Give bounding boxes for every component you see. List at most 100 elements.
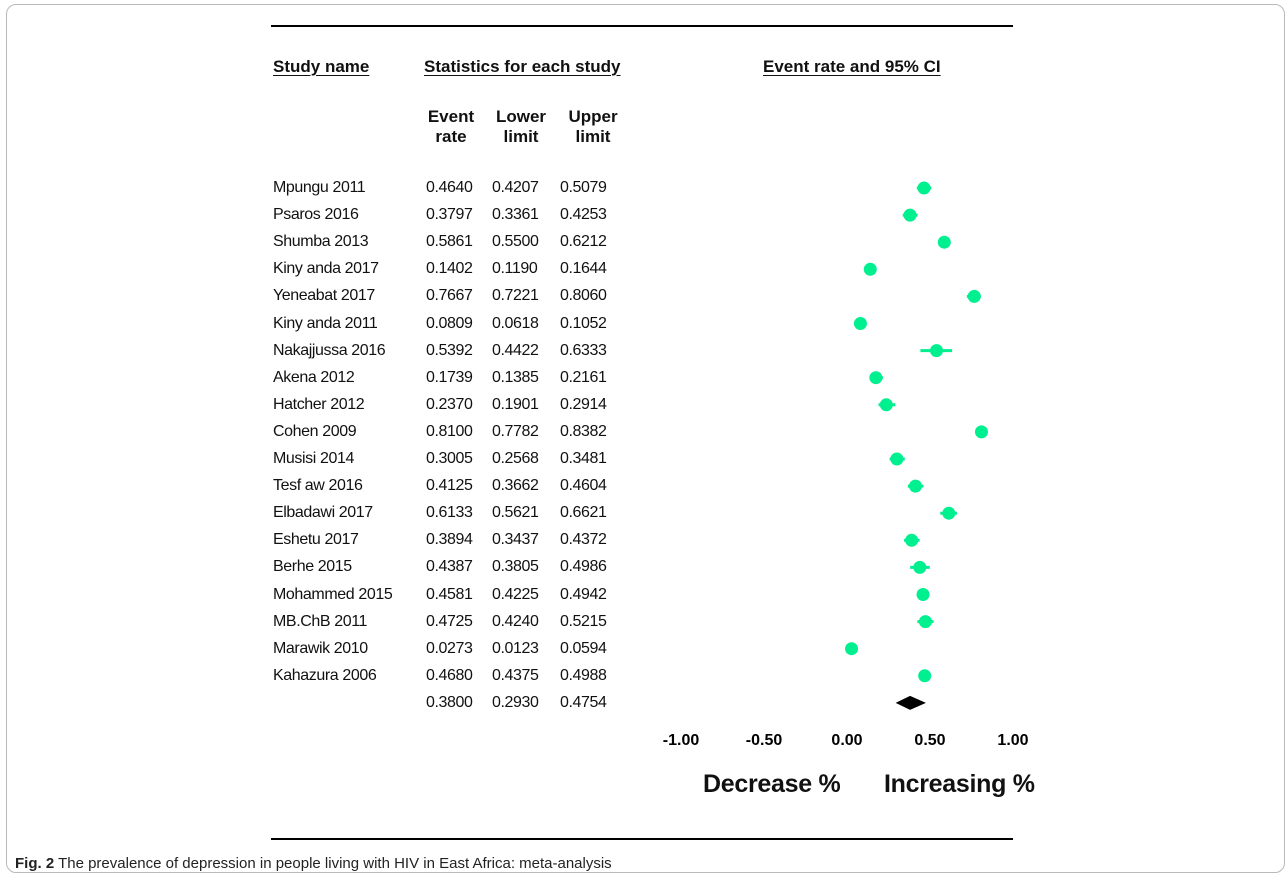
table-row: Kiny anda 2017 0.1402 0.1190 0.1644 <box>0 256 1287 282</box>
study-name: Kahazura 2006 <box>273 666 377 684</box>
event-rate-column-header: Event rate <box>411 107 491 147</box>
summary-row: 0.3800 0.2930 0.4754 <box>0 690 1287 716</box>
point-estimate-marker <box>918 615 932 629</box>
upper-limit-value: 0.8382 <box>560 422 607 440</box>
upper-limit-column-header: Upper limit <box>553 107 633 147</box>
upper-limit-value: 0.1052 <box>560 314 607 332</box>
upper-limit-value: 0.4372 <box>560 531 607 549</box>
upper-limit-value: 0.4986 <box>560 558 607 576</box>
event-rate-value: 0.3894 <box>426 531 473 549</box>
lower-limit-value: 0.0618 <box>492 314 539 332</box>
summary-diamond <box>895 695 926 710</box>
upper-limit-value: 0.2161 <box>560 368 607 386</box>
x-tick-label: 0.00 <box>831 732 862 749</box>
lower-limit-value: 0.4422 <box>492 341 539 359</box>
table-row: Yeneabat 2017 0.7667 0.7221 0.8060 <box>0 283 1287 309</box>
lower-limit-column-header: Lower limit <box>481 107 561 147</box>
upper-limit-header-line2: limit <box>575 127 611 146</box>
study-name: Yeneabat 2017 <box>273 287 375 305</box>
point-estimate-marker <box>863 262 877 276</box>
point-estimate-marker <box>913 560 927 574</box>
event-rate-header-line2: rate <box>435 127 467 146</box>
table-row: Musisi 2014 0.3005 0.2568 0.3481 <box>0 446 1287 472</box>
lower-limit-value: 0.1901 <box>492 395 539 413</box>
study-name: Akena 2012 <box>273 368 355 386</box>
point-estimate-marker <box>903 208 917 222</box>
upper-limit-value: 0.4988 <box>560 666 607 684</box>
lower-limit-value: 0.7221 <box>492 287 539 305</box>
point-estimate-marker <box>937 235 951 249</box>
study-name-header: Study name <box>273 57 370 76</box>
upper-limit-value: 0.1644 <box>560 260 607 278</box>
upper-limit-value: 0.4253 <box>560 206 607 224</box>
point-estimate-marker <box>879 398 893 412</box>
table-row: Marawik 2010 0.0273 0.0123 0.0594 <box>0 636 1287 662</box>
upper-limit-value: 0.0594 <box>560 639 607 657</box>
caption-label: Fig. 2 <box>15 855 55 872</box>
point-estimate-marker <box>974 425 988 439</box>
event-rate-ci-header: Event rate and 95% CI <box>763 57 941 76</box>
event-rate-value: 0.7667 <box>426 287 473 305</box>
event-rate-value: 0.5861 <box>426 233 473 251</box>
lower-limit-value: 0.2930 <box>492 693 539 711</box>
point-estimate-marker <box>930 344 944 358</box>
point-estimate-marker <box>845 642 859 656</box>
upper-limit-value: 0.6212 <box>560 233 607 251</box>
x-tick-label: -0.50 <box>746 732 783 749</box>
x-tick-label: -1.00 <box>663 732 700 749</box>
table-row: Cohen 2009 0.8100 0.7782 0.8382 <box>0 419 1287 445</box>
study-name: Mpungu 2011 <box>273 179 366 196</box>
study-name: Kiny anda 2011 <box>273 314 378 332</box>
figure-frame <box>6 4 1285 873</box>
event-rate-value: 0.0273 <box>426 639 473 657</box>
lower-limit-value: 0.3805 <box>492 558 539 576</box>
table-row: Mohammed 2015 0.4581 0.4225 0.4942 <box>0 582 1287 608</box>
study-name: Eshetu 2017 <box>273 531 359 549</box>
lower-limit-value: 0.5621 <box>492 504 539 522</box>
event-rate-value: 0.4680 <box>426 666 473 684</box>
lower-limit-header-line2: limit <box>503 127 539 146</box>
x-tick-label: 1.00 <box>997 732 1028 749</box>
upper-limit-value: 0.4942 <box>560 585 607 603</box>
event-rate-value: 0.3800 <box>426 693 473 711</box>
study-name: Kiny anda 2017 <box>273 260 379 278</box>
statistics-header: Statistics for each study <box>424 57 621 76</box>
point-estimate-marker <box>905 533 919 547</box>
upper-limit-value: 0.3481 <box>560 450 607 467</box>
caption-text: The prevalence of depression in people l… <box>54 855 612 872</box>
study-name: Mohammed 2015 <box>273 585 393 603</box>
point-estimate-marker <box>908 479 922 493</box>
table-row: Kahazura 2006 0.4680 0.4375 0.4988 <box>0 663 1287 689</box>
event-rate-value: 0.1739 <box>426 368 473 386</box>
lower-limit-value: 0.1190 <box>492 260 538 278</box>
bottom-rule <box>271 838 1013 840</box>
point-estimate-marker <box>853 317 867 330</box>
point-estimate-marker <box>916 588 930 601</box>
lower-limit-value: 0.4240 <box>492 612 539 630</box>
study-name: Cohen 2009 <box>273 422 357 440</box>
study-name: Shumba 2013 <box>273 233 369 251</box>
upper-limit-value: 0.6621 <box>560 504 607 522</box>
table-row: Berhe 2015 0.4387 0.3805 0.4986 <box>0 554 1287 580</box>
event-rate-value: 0.6133 <box>426 504 473 522</box>
study-name: Musisi 2014 <box>273 450 354 467</box>
event-rate-value: 0.3005 <box>426 450 473 467</box>
table-row: Tesf aw 2016 0.4125 0.3662 0.4604 <box>0 473 1287 499</box>
lower-limit-value: 0.4375 <box>492 666 539 684</box>
event-rate-value: 0.8100 <box>426 422 473 440</box>
event-rate-value: 0.3797 <box>426 206 473 224</box>
lower-limit-header-line1: Lower <box>495 107 547 126</box>
table-row: Psaros 2016 0.3797 0.3361 0.4253 <box>0 202 1287 228</box>
lower-limit-value: 0.1385 <box>492 368 539 386</box>
event-rate-value: 0.4581 <box>426 585 473 603</box>
event-rate-value: 0.4725 <box>426 612 473 630</box>
study-name: Hatcher 2012 <box>273 395 365 413</box>
upper-limit-value: 0.5215 <box>560 612 607 630</box>
table-row: MB.ChB 2011 0.4725 0.4240 0.5215 <box>0 609 1287 635</box>
point-estimate-marker <box>890 452 904 466</box>
lower-limit-value: 0.3361 <box>492 206 539 224</box>
lower-limit-value: 0.7782 <box>492 422 539 440</box>
table-row: Elbadawi 2017 0.6133 0.5621 0.6621 <box>0 500 1287 526</box>
lower-limit-value: 0.3662 <box>492 477 539 495</box>
